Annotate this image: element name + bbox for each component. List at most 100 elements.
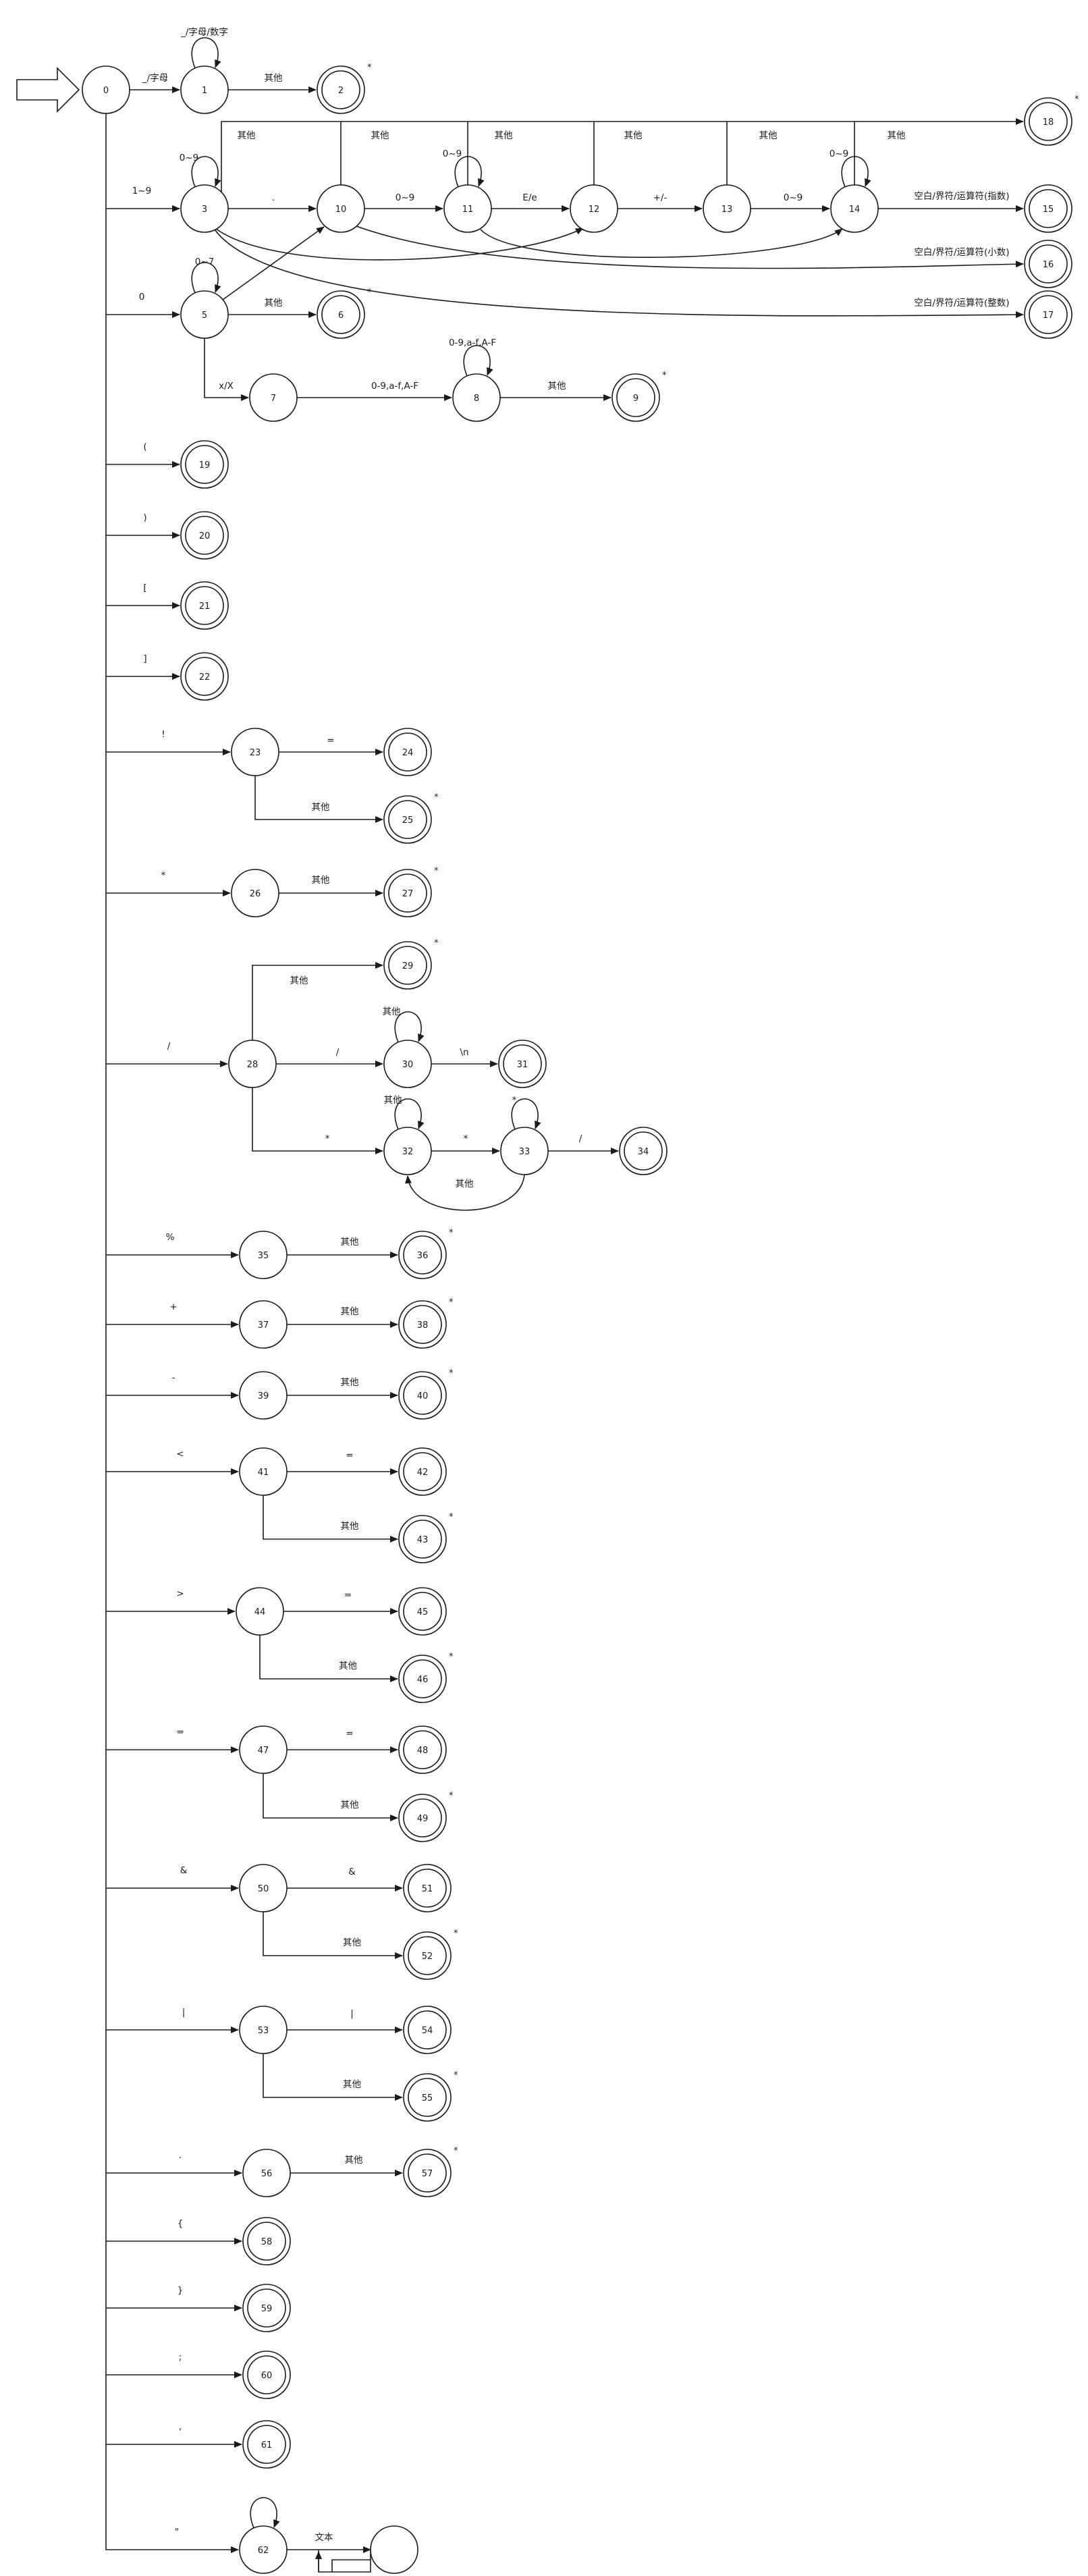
- edge-label: 空白/界符/运算符(整数): [914, 298, 1009, 308]
- edge-label: 其他: [343, 2079, 361, 2090]
- state-label: 50: [258, 1884, 269, 1894]
- state-node: 7: [249, 373, 298, 422]
- accept-ring: [408, 1869, 447, 1908]
- state-label: 56: [261, 2169, 273, 2179]
- edge-label: <: [176, 1449, 184, 1459]
- state-label: 37: [258, 1320, 269, 1331]
- star-mark: *: [662, 371, 667, 381]
- state-label: 48: [417, 1746, 429, 1756]
- state-label: 21: [199, 601, 211, 612]
- state-circle: [249, 373, 298, 422]
- state-label: 55: [422, 2093, 433, 2103]
- state-circle: [239, 2006, 288, 2054]
- state-label: 42: [417, 1468, 429, 1478]
- edge-label: 其他: [312, 802, 330, 813]
- edge-label: E/e: [522, 192, 537, 203]
- state-circle: [228, 1040, 277, 1088]
- accept-ring: [321, 70, 360, 109]
- state-circle: [236, 1587, 284, 1636]
- edge-label: =: [346, 1450, 353, 1461]
- state-node: 10: [317, 184, 365, 233]
- state-label: 0: [103, 86, 109, 96]
- star-mark: *: [449, 1652, 454, 1662]
- state-label: 58: [261, 2237, 273, 2247]
- state-circle: [82, 65, 130, 114]
- transition-arrow: [252, 1088, 383, 1154]
- state-node: 6*: [317, 288, 372, 339]
- state-circle: [180, 65, 229, 114]
- edge-label: 其他: [624, 130, 643, 141]
- edge-label: 0~9: [784, 192, 803, 203]
- state-node: 58: [242, 2217, 291, 2265]
- state-circle: [398, 1515, 447, 1563]
- state-label: 19: [199, 460, 211, 471]
- state-label: 45: [417, 1607, 429, 1617]
- state-node: 23: [231, 728, 279, 776]
- edge-label: (: [143, 441, 146, 452]
- accept-ring: [388, 800, 427, 839]
- state-label: 38: [417, 1320, 429, 1331]
- state-circle: [242, 2420, 291, 2469]
- state-node: 16: [1024, 240, 1072, 288]
- accept-ring: [185, 657, 224, 696]
- star-mark: *: [434, 793, 439, 803]
- state-label: 23: [250, 748, 261, 758]
- state-label: 49: [417, 1814, 429, 1824]
- edge-label: >: [176, 1588, 184, 1599]
- edge-label: 其他: [238, 130, 256, 141]
- state-label: 57: [422, 2169, 433, 2179]
- transition-arrow: [254, 776, 383, 823]
- state-label: 11: [462, 205, 474, 215]
- state-label: 62: [258, 2546, 269, 2556]
- state-circle: [383, 1127, 432, 1175]
- star-mark: *: [449, 1512, 454, 1522]
- state-node: 57 *: [403, 2146, 458, 2197]
- state-label: 27: [402, 889, 414, 899]
- state-circle: [317, 290, 365, 339]
- edge-label: 0-9,a-f,A-F: [371, 381, 418, 392]
- edge-label: 0~9: [396, 192, 415, 203]
- state-circle: [242, 2284, 291, 2332]
- state-node: 51: [403, 1864, 452, 1912]
- self-loop-arrow: [511, 1098, 541, 1130]
- state-circle: [403, 1931, 452, 1980]
- edge-label: /: [336, 1047, 339, 1058]
- accept-ring: [403, 1659, 442, 1698]
- state-label: 16: [1043, 260, 1054, 270]
- accept-ring: [388, 946, 427, 985]
- transition-arrow: [252, 962, 383, 1040]
- state-node: 32: [383, 1127, 432, 1175]
- edge-label: 1~9: [132, 186, 152, 196]
- edge-label: 0-9,a-f,A-F: [449, 338, 496, 348]
- state-node: 35: [239, 1231, 288, 1279]
- edge-label: 其他: [341, 1306, 359, 1317]
- state-label: 41: [258, 1468, 269, 1478]
- accept-ring: [408, 2153, 447, 2193]
- state-circle: [398, 1725, 447, 1774]
- state-label: 26: [250, 889, 261, 899]
- state-circle: [403, 2073, 452, 2122]
- state-circle: [180, 581, 229, 630]
- state-circle: [242, 2149, 291, 2197]
- state-label: 61: [261, 2440, 273, 2450]
- edge-label: 其他: [339, 1661, 357, 1671]
- edge-label: 0~7: [195, 257, 215, 267]
- star-mark: *: [367, 288, 372, 298]
- state-label: 14: [849, 205, 861, 215]
- state-node: 8: [452, 373, 501, 422]
- edge-label: _/字母/数字: [180, 27, 228, 38]
- edge-label: }: [178, 2285, 184, 2296]
- state-node: 9*: [611, 371, 667, 422]
- text-loop-line: [318, 2550, 371, 2573]
- self-loop-arrow: [191, 262, 221, 294]
- state-circle: [180, 290, 229, 339]
- state-node: 49 *: [398, 1791, 454, 1842]
- star-mark: *: [449, 1228, 454, 1238]
- state-circle: [383, 728, 432, 776]
- state-label: 47: [258, 1746, 269, 1756]
- state-circle: [1024, 97, 1072, 146]
- state-node: 44: [236, 1587, 284, 1636]
- edge-label: 其他: [456, 1179, 474, 1189]
- state-circle: [180, 440, 229, 489]
